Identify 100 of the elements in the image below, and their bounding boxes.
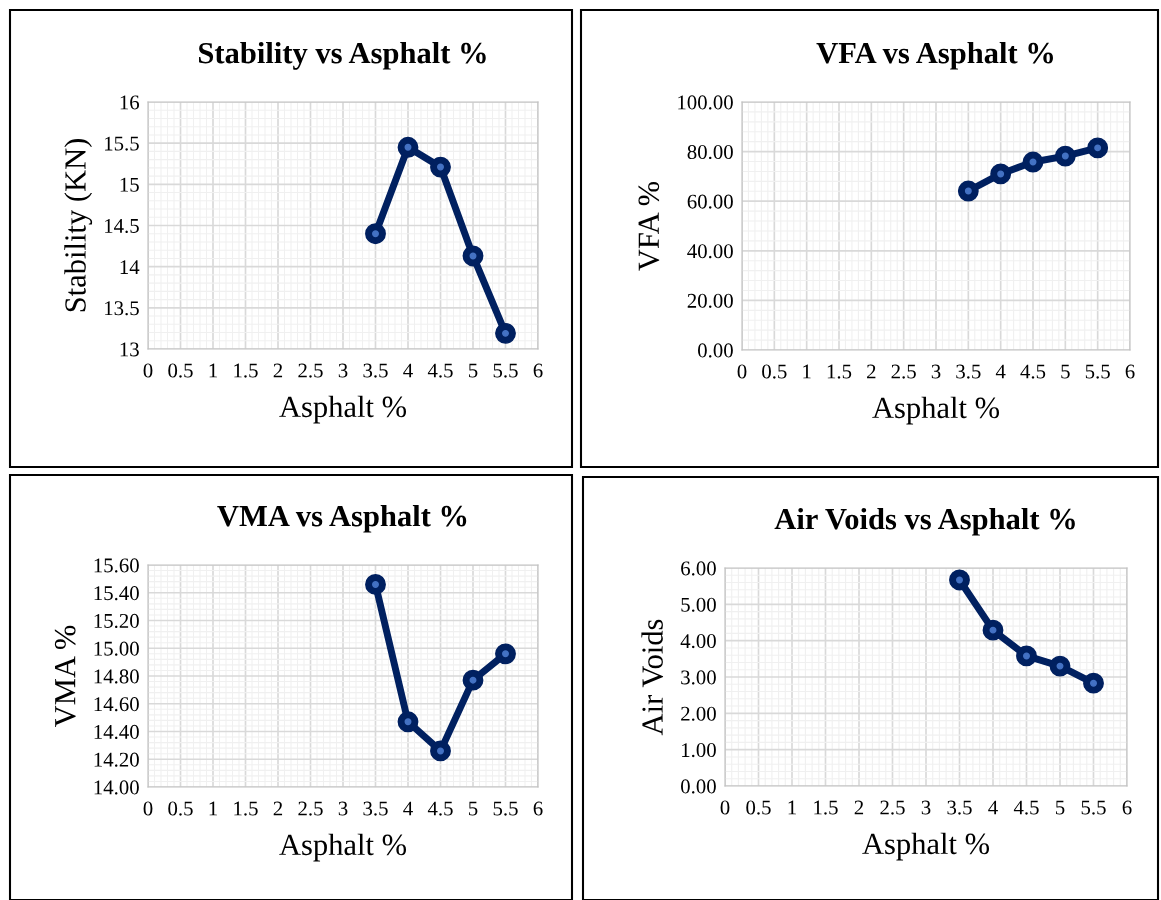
point [1022, 151, 1044, 173]
chart-title: Air Voids vs Asphalt % [774, 507, 1075, 536]
x-tick-label: 4 [995, 364, 1006, 379]
y-tick-label: 100.00 [678, 95, 733, 110]
y-tick-label: 4.00 [680, 634, 716, 649]
x-tick-label: 4.5 [427, 801, 453, 816]
point [990, 163, 1012, 185]
y-tick-label: 6.00 [681, 561, 716, 576]
x-tick-label: 0 [143, 801, 153, 816]
y-tick-label: 60.00 [687, 194, 733, 209]
x-tick-label: 2.5 [891, 364, 916, 379]
x-tick-label: 4.5 [427, 363, 453, 378]
point [397, 711, 419, 733]
point [1083, 672, 1104, 694]
x-tick-label: 5.5 [493, 801, 518, 816]
x-tick-label: 3 [338, 363, 348, 378]
point [462, 669, 484, 691]
point [495, 643, 516, 665]
x-tick-label: 1.5 [827, 364, 852, 379]
y-tick-label: 14.20 [94, 752, 139, 767]
point [430, 156, 451, 178]
x-tick-label: 0.5 [168, 801, 193, 816]
x-axis-title: Asphalt % [279, 395, 407, 424]
y-tick-label: 14.80 [94, 669, 139, 684]
x-tick-label: 3.5 [956, 364, 981, 379]
y-tick-label: 20.00 [687, 293, 733, 308]
y-axis-title: Air Voids [641, 619, 664, 736]
x-tick-label: 4 [988, 800, 998, 815]
y-axis-title: VMA % [54, 625, 76, 728]
y-tick-label: 15.00 [94, 641, 139, 656]
point [949, 569, 970, 591]
x-tick-label: 1 [788, 800, 796, 815]
x-tick-label: 0.5 [762, 364, 787, 379]
x-tick-label: 5 [469, 801, 478, 816]
y-tick-label: 14.5 [105, 218, 139, 234]
x-tick-label: 2 [854, 800, 864, 815]
point [495, 322, 516, 344]
y-tick-label: 0.00 [698, 343, 733, 358]
x-tick-label: 4.5 [1013, 800, 1039, 815]
x-tick-label: 3.5 [363, 363, 388, 378]
x-tick-label: 6 [533, 801, 543, 816]
point [430, 740, 451, 762]
chart-title: VMA vs Asphalt % [217, 504, 467, 533]
x-tick-label: 5 [469, 363, 478, 378]
y-tick-label: 13 [120, 342, 139, 357]
point [1049, 655, 1071, 677]
x-tick-label: 2.5 [298, 363, 323, 378]
x-axis-title: Asphalt % [872, 396, 1000, 425]
x-tick-label: 1.5 [814, 800, 838, 815]
x-tick-label: 2 [867, 364, 876, 379]
x-tick-label: 1 [209, 801, 217, 816]
x-tick-label: 5 [1056, 800, 1065, 815]
x-tick-label: 5.5 [1081, 800, 1106, 815]
x-tick-label: 0.5 [168, 363, 193, 378]
x-tick-label: 6 [1125, 364, 1135, 379]
y-tick-label: 80.00 [687, 144, 733, 160]
y-tick-label: 14.40 [94, 724, 139, 740]
x-tick-label: 3 [338, 801, 348, 816]
x-tick-label: 5 [1061, 364, 1070, 379]
y-tick-label: 40.00 [687, 244, 733, 259]
y-tick-label: 14 [120, 260, 140, 274]
x-tick-label: 6 [533, 363, 543, 378]
y-tick-label: 5.00 [681, 597, 716, 612]
x-tick-label: 0 [143, 363, 153, 378]
x-tick-label: 3 [931, 364, 941, 379]
y-tick-label: 3.00 [681, 670, 716, 685]
point [982, 619, 1004, 641]
x-tick-label: 4 [403, 363, 413, 378]
x-tick-label: 1 [803, 364, 811, 379]
y-tick-label: 2.00 [681, 706, 716, 721]
point [365, 574, 386, 595]
y-tick-label: 15 [120, 177, 139, 192]
y-tick-label: 15.40 [94, 586, 139, 601]
x-tick-label: 0.5 [746, 800, 771, 815]
x-tick-label: 5.5 [1085, 364, 1110, 379]
x-tick-label: 3 [921, 800, 931, 815]
point [397, 136, 419, 158]
x-tick-label: 2.5 [298, 801, 323, 816]
x-axis-title: Asphalt % [279, 833, 407, 862]
point [462, 245, 484, 267]
x-tick-label: 3.5 [947, 800, 972, 815]
x-tick-label: 2.5 [880, 800, 905, 815]
point [1087, 137, 1109, 159]
point [1016, 645, 1037, 667]
y-tick-label: 14.00 [94, 780, 139, 795]
y-axis-title: VFA % [638, 181, 660, 271]
x-tick-label: 2 [273, 363, 283, 378]
x-tick-label: 5.5 [493, 363, 518, 378]
x-tick-label: 2 [273, 801, 283, 816]
x-axis-title: Asphalt % [862, 832, 990, 861]
y-axis-title: Stability (KN) [64, 139, 93, 312]
y-tick-label: 1.00 [682, 743, 716, 758]
chart-title: VFA vs Asphalt % [816, 41, 1053, 70]
y-tick-label: 15.60 [94, 558, 139, 573]
x-tick-label: 0 [720, 800, 730, 815]
point [365, 223, 386, 245]
y-tick-label: 0.00 [681, 779, 716, 794]
y-tick-label: 15.20 [94, 613, 139, 629]
point [957, 180, 979, 202]
x-tick-label: 1 [209, 363, 217, 378]
